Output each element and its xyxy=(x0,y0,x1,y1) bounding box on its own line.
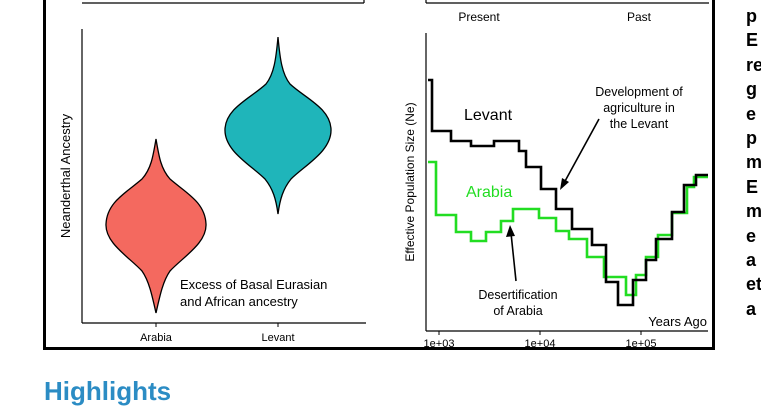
arabia-series-line xyxy=(428,160,708,297)
side-text-line: g xyxy=(746,79,757,100)
levant-violin xyxy=(224,36,332,215)
desert-annotation-line1: Desertification xyxy=(478,288,557,302)
desert-arrow-head xyxy=(506,225,515,237)
side-text-line: m xyxy=(746,201,761,222)
xtick-label-1e5: 1e+05 xyxy=(626,338,657,350)
xtick-label-1e4: 1e+04 xyxy=(525,338,556,350)
side-text-line: E xyxy=(746,30,759,51)
desert-arrow-line xyxy=(510,232,517,282)
side-text-line: p xyxy=(746,127,757,148)
label-past: Past xyxy=(627,10,652,24)
arabia-violin xyxy=(105,138,207,314)
side-text-column: p E re g e p m E m e a et a xyxy=(746,4,761,321)
agri-annotation-line3: the Levant xyxy=(610,117,669,131)
side-text-line: re xyxy=(746,54,761,75)
figure-svg: Neanderthal Ancestry Excess of Basal Eur… xyxy=(58,0,709,350)
side-text-line: a xyxy=(746,298,757,319)
right-x-axis-label: Years Ago xyxy=(648,314,707,329)
desert-annotation-line2: of Arabia xyxy=(493,304,542,318)
side-text-line: a xyxy=(746,249,757,270)
side-text-line: e xyxy=(746,103,757,124)
xtick-label-levant: Levant xyxy=(261,332,294,344)
right-y-axis-label: Effective Population Size (Ne) xyxy=(403,102,417,261)
agri-arrow-head xyxy=(560,178,569,190)
xtick-label-arabia: Arabia xyxy=(140,332,173,344)
left-annotation-line2: and African ancestry xyxy=(180,294,298,309)
highlights-heading: Highlights xyxy=(44,376,172,406)
side-text-line: E xyxy=(746,176,759,197)
series-label-levant: Levant xyxy=(464,107,513,124)
agri-arrow-line xyxy=(563,118,600,184)
left-y-axis-label: Neanderthal Ancestry xyxy=(58,113,73,238)
series-label-arabia: Arabia xyxy=(466,184,512,201)
side-text-line: e xyxy=(746,225,757,246)
agri-annotation-line1: Development of xyxy=(595,85,683,99)
label-present: Present xyxy=(458,10,500,24)
xtick-label-1e3: 1e+03 xyxy=(424,338,455,350)
figure-panel: Neanderthal Ancestry Excess of Basal Eur… xyxy=(43,0,715,350)
levant-series-line xyxy=(428,78,708,307)
left-annotation-line1: Excess of Basal Eurasian xyxy=(180,277,327,292)
agri-annotation-line2: agriculture in xyxy=(603,101,675,115)
side-text-line: p xyxy=(746,6,757,26)
side-text-line: et xyxy=(746,274,761,295)
side-text-line: m xyxy=(746,152,761,173)
